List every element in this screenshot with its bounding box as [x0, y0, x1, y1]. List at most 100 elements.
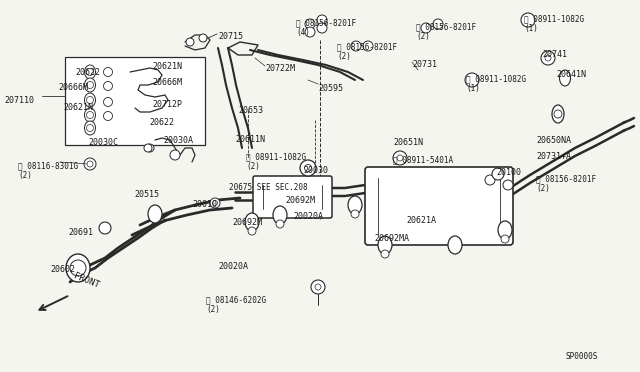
Ellipse shape	[84, 93, 95, 107]
Circle shape	[86, 81, 93, 89]
Text: 20622: 20622	[149, 118, 174, 127]
Text: 20666M: 20666M	[152, 78, 182, 87]
Text: Ⓝ 08911-1082G
(2): Ⓝ 08911-1082G (2)	[246, 152, 306, 171]
Ellipse shape	[84, 108, 95, 122]
Ellipse shape	[273, 206, 287, 224]
Text: 20741: 20741	[542, 50, 567, 59]
Ellipse shape	[552, 105, 564, 123]
Text: 20722M: 20722M	[265, 64, 295, 73]
Text: Ⓑ 08116-8301G
(2): Ⓑ 08116-8301G (2)	[18, 161, 78, 180]
Ellipse shape	[66, 254, 90, 282]
Bar	[65, 57, 205, 145]
Text: 20100: 20100	[496, 168, 521, 177]
Ellipse shape	[559, 70, 570, 86]
Text: 20653: 20653	[238, 106, 263, 115]
Circle shape	[397, 155, 403, 161]
Circle shape	[351, 41, 361, 51]
Circle shape	[199, 34, 207, 42]
Circle shape	[170, 150, 180, 160]
Circle shape	[276, 220, 284, 228]
Circle shape	[86, 96, 93, 103]
Text: 20692M: 20692M	[232, 218, 262, 227]
Text: 20010: 20010	[192, 200, 217, 209]
Text: 20731+A: 20731+A	[536, 152, 571, 161]
Circle shape	[465, 73, 479, 87]
Circle shape	[104, 81, 113, 90]
FancyBboxPatch shape	[365, 167, 513, 245]
Text: 20020A: 20020A	[218, 262, 248, 271]
Circle shape	[317, 23, 327, 33]
Text: 20691: 20691	[68, 228, 93, 237]
Circle shape	[210, 198, 220, 208]
Text: Ⓑ 08146-6202G
(2): Ⓑ 08146-6202G (2)	[206, 295, 266, 314]
Text: 207110: 207110	[4, 96, 34, 105]
Text: Ⓑ 08156-8201F
(2): Ⓑ 08156-8201F (2)	[337, 42, 397, 61]
Text: 20622: 20622	[75, 68, 100, 77]
Circle shape	[485, 175, 495, 185]
Text: FRONT: FRONT	[72, 272, 100, 290]
Circle shape	[146, 144, 154, 152]
Ellipse shape	[84, 121, 95, 135]
Circle shape	[305, 164, 312, 171]
Circle shape	[421, 23, 431, 33]
Circle shape	[86, 68, 93, 76]
Circle shape	[315, 284, 321, 290]
Ellipse shape	[148, 205, 162, 223]
Text: 20675 SEE SEC.208: 20675 SEE SEC.208	[229, 183, 308, 192]
Circle shape	[503, 180, 513, 190]
Text: 20692MA: 20692MA	[374, 234, 409, 243]
Text: 20515: 20515	[134, 190, 159, 199]
Circle shape	[86, 112, 93, 119]
Circle shape	[86, 125, 93, 131]
Text: 20621A: 20621A	[406, 216, 436, 225]
Circle shape	[545, 55, 551, 61]
Text: 20692M: 20692M	[285, 196, 315, 205]
Circle shape	[521, 13, 535, 27]
Text: 20731: 20731	[412, 60, 437, 69]
Text: 20621N: 20621N	[152, 62, 182, 71]
Ellipse shape	[378, 236, 392, 254]
Ellipse shape	[448, 236, 462, 254]
Circle shape	[300, 160, 316, 176]
Circle shape	[351, 210, 359, 218]
Text: 20650NA: 20650NA	[536, 136, 571, 145]
Circle shape	[311, 280, 325, 294]
Ellipse shape	[84, 65, 95, 79]
Ellipse shape	[498, 221, 512, 239]
Text: 20621N: 20621N	[63, 103, 93, 112]
Text: 20666M: 20666M	[58, 83, 88, 92]
Text: 20715: 20715	[218, 32, 243, 41]
Circle shape	[70, 260, 86, 276]
Ellipse shape	[245, 213, 259, 231]
Circle shape	[104, 112, 113, 121]
Circle shape	[104, 97, 113, 106]
Circle shape	[186, 38, 194, 46]
Circle shape	[99, 222, 111, 234]
Text: 20030: 20030	[303, 166, 328, 175]
Text: 20651N: 20651N	[393, 138, 423, 147]
Circle shape	[501, 235, 509, 243]
Text: Ⓝ 08911-1082G
(1): Ⓝ 08911-1082G (1)	[466, 74, 526, 93]
Text: 20595: 20595	[318, 84, 343, 93]
Text: 20611N: 20611N	[235, 135, 265, 144]
Text: Ⓑ 08156-8201F
(2): Ⓑ 08156-8201F (2)	[416, 22, 476, 41]
Text: 20641N: 20641N	[556, 70, 586, 79]
Circle shape	[104, 67, 113, 77]
FancyBboxPatch shape	[253, 176, 332, 218]
Circle shape	[305, 27, 315, 37]
Text: Ⓑ 08156-8201F
(4): Ⓑ 08156-8201F (4)	[296, 18, 356, 38]
Circle shape	[541, 51, 555, 65]
Circle shape	[248, 227, 256, 235]
Circle shape	[554, 110, 562, 118]
Text: Ⓝ 08911-1082G
(1): Ⓝ 08911-1082G (1)	[524, 14, 584, 33]
Circle shape	[305, 19, 315, 29]
Ellipse shape	[84, 78, 95, 92]
Circle shape	[381, 250, 389, 258]
Circle shape	[87, 161, 93, 167]
Circle shape	[363, 41, 373, 51]
Text: 20020A: 20020A	[293, 212, 323, 221]
Circle shape	[212, 201, 218, 205]
Circle shape	[492, 168, 504, 180]
Text: 20602: 20602	[50, 265, 75, 274]
Circle shape	[433, 19, 443, 29]
